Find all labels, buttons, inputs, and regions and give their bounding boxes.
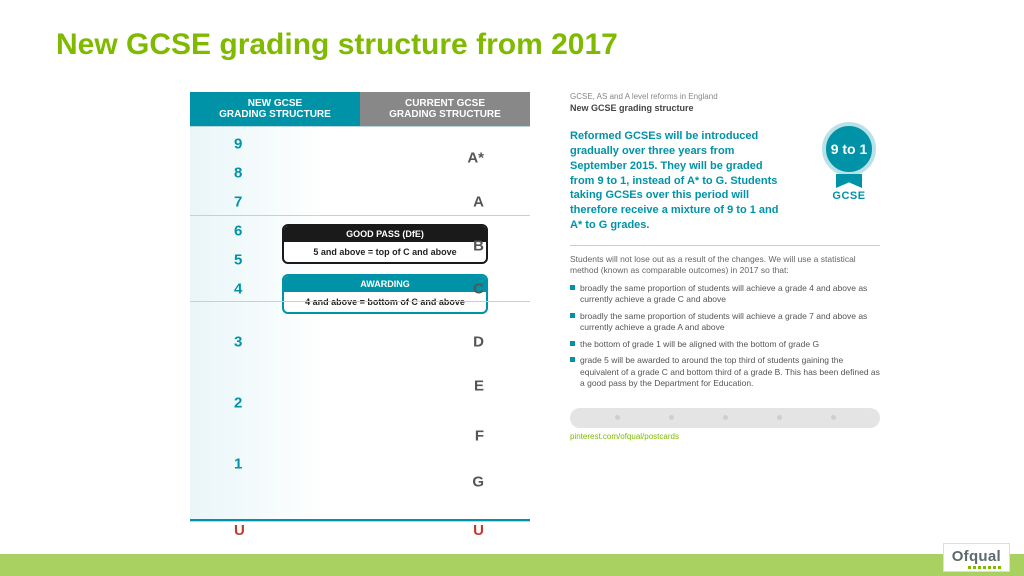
grade-divider-line: [190, 521, 530, 522]
u-label-new: U: [234, 522, 245, 539]
info-bullet: the bottom of grade 1 will be aligned wi…: [570, 339, 880, 350]
info-panel: GCSE, AS and A level reforms in England …: [570, 92, 880, 521]
header-new-gcse: NEW GCSE GRADING STRUCTURE: [190, 92, 360, 126]
callout-good-pass-head: GOOD PASS (DfE): [284, 226, 486, 242]
new-grade-3: 3: [234, 334, 242, 351]
info-lead: Students will not lose out as a result o…: [570, 254, 880, 277]
new-grade-2: 2: [234, 395, 242, 412]
new-grade-4: 4: [234, 281, 242, 298]
grade-divider-line: [190, 301, 530, 302]
new-grade-6: 6: [234, 223, 242, 240]
badge-circle: 9 to 1: [822, 122, 876, 176]
current-grade-Astar: A*: [467, 150, 484, 167]
grade-table-header: NEW GCSE GRADING STRUCTURE CURRENT GCSE …: [190, 92, 530, 126]
header-current-gcse: CURRENT GCSE GRADING STRUCTURE: [360, 92, 530, 126]
info-supertitle: GCSE, AS and A level reforms in England: [570, 92, 880, 101]
current-grade-E: E: [474, 378, 484, 395]
badge-label: GCSE: [818, 190, 880, 202]
badge-9to1: 9 to 1 GCSE: [818, 122, 880, 202]
callout-awarding: AWARDING 4 and above = bottom of C and a…: [282, 274, 488, 314]
callout-awarding-head: AWARDING: [284, 276, 486, 292]
logo-dots-icon: [952, 566, 1001, 569]
u-label-cur: U: [473, 522, 484, 539]
badge-ribbon-icon: [836, 174, 862, 188]
content-row: NEW GCSE GRADING STRUCTURE CURRENT GCSE …: [0, 62, 1024, 521]
grade-comparison-table: NEW GCSE GRADING STRUCTURE CURRENT GCSE …: [190, 92, 530, 521]
source-link: pinterest.com/ofqual/postcards: [570, 432, 880, 441]
header-cur-line2: GRADING STRUCTURE: [360, 109, 530, 120]
callout-good-pass-body: 5 and above = top of C and above: [284, 242, 486, 262]
logo-text: Ofqual: [952, 548, 1001, 565]
info-bullet: grade 5 will be awarded to around the to…: [570, 355, 880, 389]
callout-good-pass: GOOD PASS (DfE) 5 and above = top of C a…: [282, 224, 488, 264]
info-bullets: broadly the same proportion of students …: [570, 283, 880, 390]
info-subtitle: New GCSE grading structure: [570, 103, 880, 113]
callout-awarding-body: 4 and above = bottom of C and above: [284, 292, 486, 312]
new-grade-5: 5: [234, 252, 242, 269]
slide-title: New GCSE grading structure from 2017: [0, 0, 1024, 62]
footer-bar: [0, 554, 1024, 576]
current-grade-F: F: [475, 428, 484, 445]
grade-table-body: GOOD PASS (DfE) 5 and above = top of C a…: [190, 126, 530, 521]
new-grade-9: 9: [234, 136, 242, 153]
info-bullet: broadly the same proportion of students …: [570, 311, 880, 334]
grade-divider-line: [190, 215, 530, 216]
header-new-line2: GRADING STRUCTURE: [190, 109, 360, 120]
current-grade-A: A: [473, 194, 484, 211]
grade-divider-line: [190, 126, 530, 127]
new-grade-1: 1: [234, 456, 242, 473]
current-grade-G: G: [472, 474, 484, 491]
current-grade-C: C: [473, 281, 484, 298]
divider: [570, 245, 880, 246]
current-grade-D: D: [473, 334, 484, 351]
new-grade-8: 8: [234, 165, 242, 182]
info-intro: Reformed GCSEs will be introduced gradua…: [570, 129, 780, 233]
ofqual-logo: Ofqual: [943, 543, 1010, 572]
new-grade-7: 7: [234, 194, 242, 211]
pagination-pill: [570, 408, 880, 428]
header-cur-line1: CURRENT GCSE: [360, 98, 530, 109]
info-bullet: broadly the same proportion of students …: [570, 283, 880, 306]
header-new-line1: NEW GCSE: [190, 98, 360, 109]
current-grade-B: B: [473, 238, 484, 255]
